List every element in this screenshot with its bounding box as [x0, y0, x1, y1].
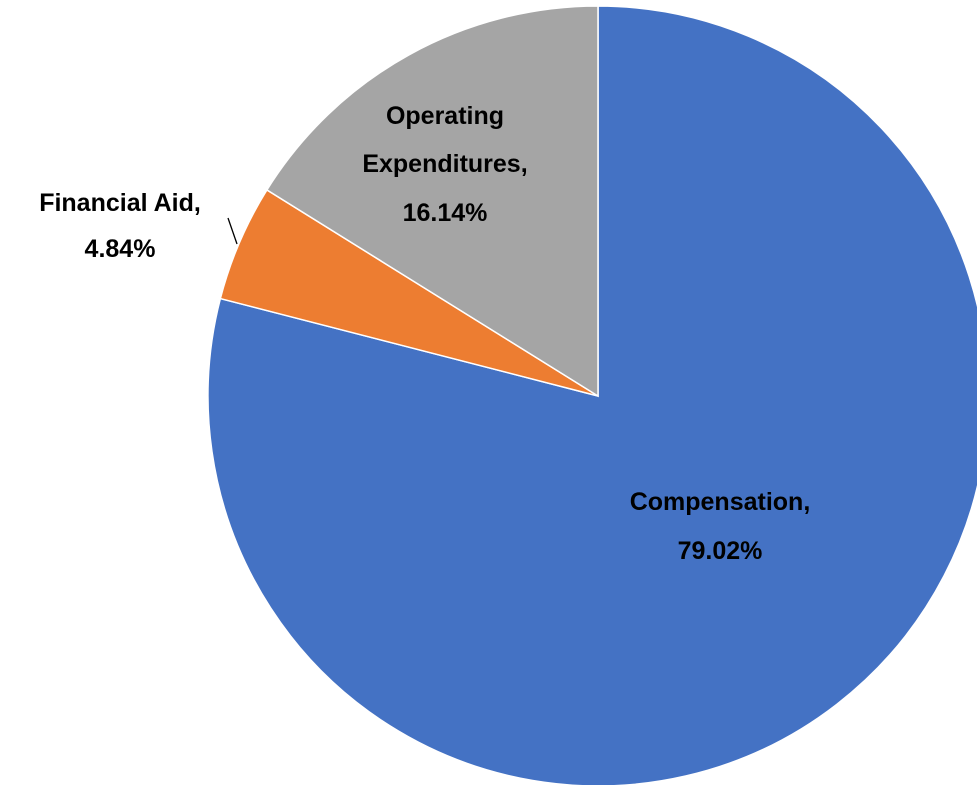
financial-aid-leader-line [227, 217, 238, 245]
operating-expenditures-label-value: 16.14% [403, 199, 488, 227]
operating-expenditures-label-line1: Operating [386, 102, 504, 130]
pie-slice-compensation [207, 5, 977, 785]
pie-slice-operating-expenditures [265, 5, 599, 398]
financial-aid-label-value: 4.84% [85, 235, 156, 263]
financial-aid-label-name: Financial Aid, [39, 189, 201, 217]
slice-label-financial-aid: Financial Aid, 4.84% [39, 189, 201, 263]
pie-slices [207, 5, 977, 785]
slice-label-compensation: Compensation, 79.02% [630, 488, 811, 565]
compensation-label-value: 79.02% [678, 537, 763, 565]
slice-label-operating-expenditures: Operating Expenditures, 16.14% [362, 102, 527, 227]
compensation-label-name: Compensation, [630, 488, 811, 516]
operating-expenditures-label-line2: Expenditures, [362, 150, 527, 178]
